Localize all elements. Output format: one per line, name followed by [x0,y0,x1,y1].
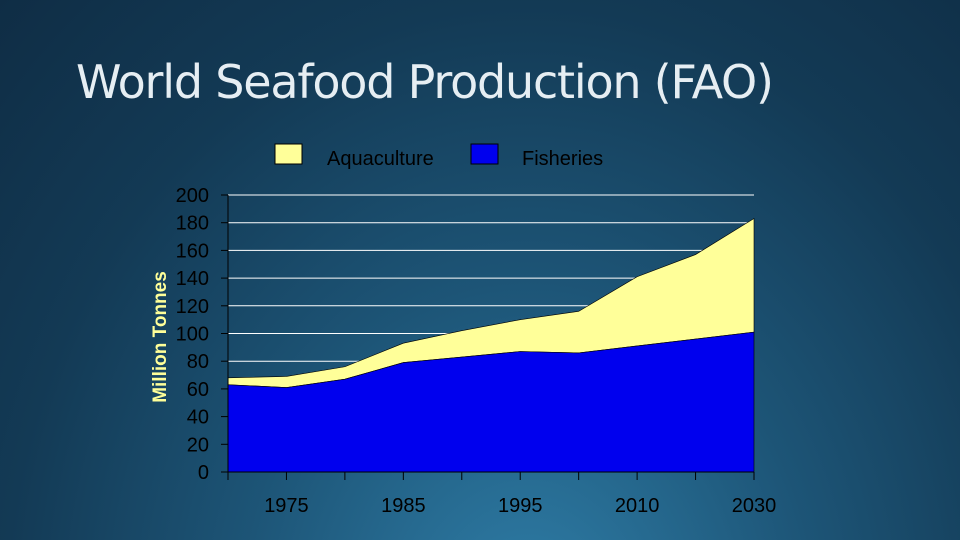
y-tick-label: 160 [176,240,209,262]
legend: Aquaculture Fisheries [274,143,603,170]
y-tick-label: 180 [176,213,209,235]
slide-title: World Seafood Production (FAO) [76,55,774,109]
y-tick-label: 200 [176,185,209,207]
legend-swatch-aquaculture [274,143,303,165]
y-tick-label: 80 [187,351,209,373]
x-tick-label: 1995 [498,495,543,517]
plot-areas [227,218,755,473]
axes: 0 20 40 60 80 100 120 140 160 180 200 1975 1985 1995 2… [176,185,777,517]
y-axis-label: Million Tonnes [150,271,171,403]
legend-swatch-fisheries [470,143,499,165]
x-tick-label: 1975 [264,495,309,517]
legend-label-aquaculture: Aquaculture [327,148,434,170]
x-tick-label: 1985 [381,495,426,517]
x-tick-label: 2030 [732,495,777,517]
y-tick-label: 140 [176,268,209,290]
legend-label-fisheries: Fisheries [522,148,603,170]
y-tick-label: 100 [176,324,209,346]
y-tick-label: 40 [187,407,209,429]
y-tick-label: 20 [187,434,209,456]
y-tick-label: 60 [187,379,209,401]
area-fisheries [227,331,755,473]
y-tick-label: 0 [198,462,209,484]
y-tick-label: 120 [176,296,209,318]
x-tick-label: 2010 [615,495,660,517]
